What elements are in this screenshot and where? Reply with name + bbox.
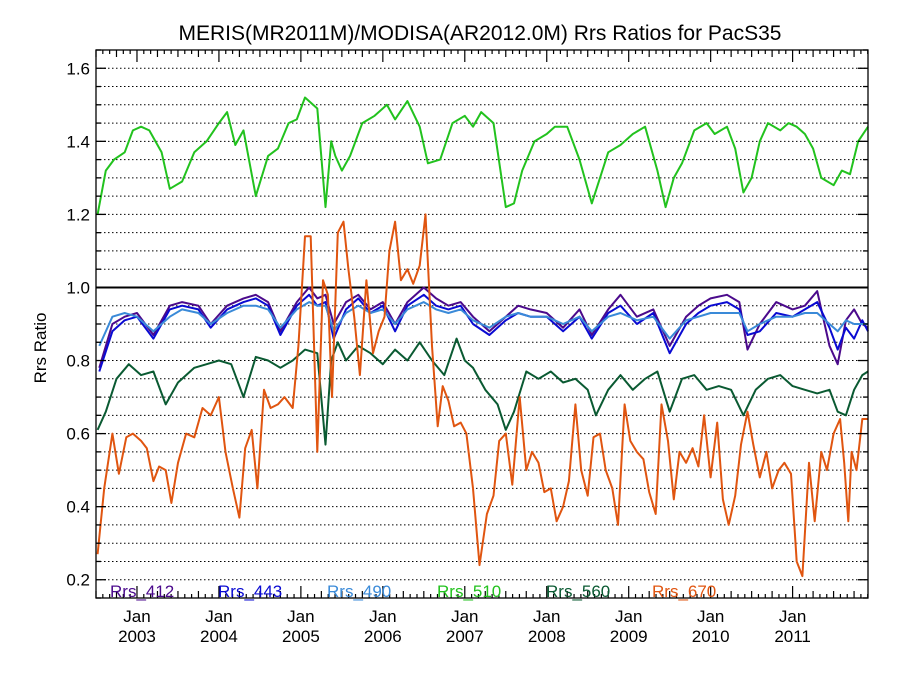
x-tick-label-year: 2007 [446,627,484,646]
series-line-rrs-490 [98,301,868,347]
x-tick-label-year: 2008 [528,627,566,646]
x-tick-label-year: 2004 [200,627,238,646]
legend-item-rrs-560: Rrs_560 [546,582,610,601]
legend-item-rrs-670: Rrs_670 [652,582,716,601]
x-tick-label-month: Jan [287,607,314,626]
series-line-rrs-510 [96,96,869,215]
y-axis-label: Rrs Ratio [31,313,50,384]
legend: Rrs_412 Rrs_443 Rrs_490 Rrs_510 Rrs_560 Rrs_6… [110,582,716,601]
legend-item-rrs-490: Rrs_490 [327,582,391,601]
x-tick-label-year: 2009 [610,627,648,646]
y-tick-label: 0.8 [66,352,90,371]
y-tick-label: 1.0 [66,278,90,297]
series-line-rrs-443 [98,293,869,372]
x-tick-label-year: 2010 [692,627,730,646]
x-tick-label-year: 2005 [282,627,320,646]
y-tick-label: 1.2 [66,205,90,224]
x-tick-label-year: 2011 [774,627,811,646]
y-tick-label: 0.4 [66,498,90,517]
y-tick-label: 1.4 [66,132,90,151]
x-tick-label-month: Jan [533,607,560,626]
legend-item-rrs-510: Rrs_510 [437,582,501,601]
series-line-rrs-560 [96,337,869,446]
legend-item-rrs-412: Rrs_412 [110,582,174,601]
chart-title: MERIS(MR2011M)/MODISA(AR2012.0M) Rrs Rat… [179,22,782,45]
x-tick-label-month: Jan [369,607,396,626]
x-tick-label-month: Jan [779,607,806,626]
y-tick-label: 0.2 [66,571,90,590]
x-tick-label-month: Jan [123,607,150,626]
series-line-rrs-670 [96,213,868,578]
series-group [96,96,869,578]
x-tick-label-month: Jan [697,607,724,626]
y-axis: 0.2 0.4 0.6 0.8 1.0 1.2 1.4 1.6 [66,49,868,599]
x-tick-label-year: 2003 [118,627,156,646]
x-tick-label-year: 2006 [364,627,402,646]
y-tick-label: 0.6 [66,425,90,444]
x-tick-label-month: Jan [205,607,232,626]
legend-item-rrs-443: Rrs_443 [218,582,282,601]
x-tick-label-month: Jan [615,607,642,626]
x-axis: Jan2003Jan2004Jan2005Jan2006Jan2007Jan20… [95,50,869,646]
y-tick-label: 1.6 [66,59,90,78]
x-tick-label-month: Jan [451,607,478,626]
